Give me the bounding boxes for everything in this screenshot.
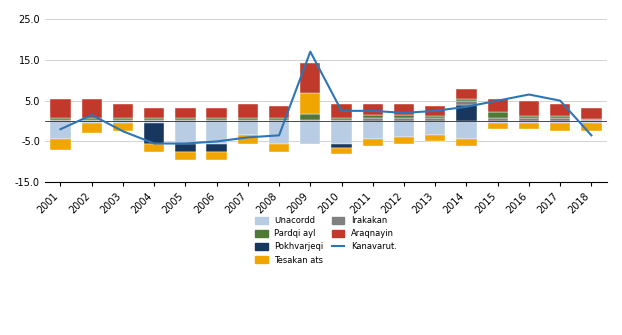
Bar <box>113 120 133 121</box>
Bar <box>457 102 476 105</box>
Bar <box>519 116 539 118</box>
Bar <box>300 114 320 120</box>
Bar <box>175 118 195 120</box>
Bar <box>488 123 508 129</box>
Bar <box>581 119 601 120</box>
Bar <box>238 135 258 143</box>
Bar <box>207 120 227 121</box>
Bar <box>81 121 102 123</box>
Bar <box>238 118 258 120</box>
Bar <box>457 139 476 145</box>
Bar <box>269 106 289 118</box>
Bar <box>144 108 164 118</box>
Bar <box>488 112 508 118</box>
Bar <box>175 108 195 118</box>
Bar <box>113 121 133 123</box>
Bar <box>425 116 445 118</box>
Bar <box>488 118 508 121</box>
Bar <box>488 121 508 123</box>
Bar <box>488 99 508 112</box>
Bar <box>144 123 164 143</box>
Bar <box>550 123 570 131</box>
Bar <box>113 118 133 120</box>
Bar <box>144 121 164 123</box>
Bar <box>207 143 227 152</box>
Bar <box>238 121 258 135</box>
Bar <box>332 143 351 148</box>
Bar <box>457 105 476 121</box>
Bar <box>519 102 539 116</box>
Bar <box>332 121 351 143</box>
Bar <box>394 137 414 143</box>
Bar <box>50 139 71 150</box>
Bar <box>425 135 445 141</box>
Bar <box>113 123 133 131</box>
Bar <box>81 99 102 118</box>
Bar <box>457 89 476 99</box>
Bar <box>175 121 195 143</box>
Bar <box>550 104 570 116</box>
Bar <box>50 121 71 139</box>
Bar <box>81 123 102 133</box>
Bar <box>207 121 227 143</box>
Bar <box>581 123 601 131</box>
Bar <box>363 118 383 121</box>
Bar <box>332 118 351 120</box>
Bar <box>581 109 601 119</box>
Legend: Մnacordd, Pardqi ayl, Pokhvarjeqi, Tesakan ats, Irakakan, Araqnayin, Kanavarut.: Մnacordd, Pardqi ayl, Pokhvarjeqi, Tesak… <box>252 213 400 268</box>
Bar <box>207 118 227 120</box>
Bar <box>207 108 227 118</box>
Bar <box>269 118 289 120</box>
Bar <box>363 139 383 145</box>
Bar <box>300 120 320 121</box>
Bar <box>394 115 414 118</box>
Bar <box>363 104 383 115</box>
Bar <box>269 120 289 121</box>
Bar <box>269 121 289 143</box>
Bar <box>175 152 195 160</box>
Bar <box>394 121 414 137</box>
Bar <box>144 118 164 120</box>
Bar <box>81 118 102 120</box>
Bar <box>300 63 320 93</box>
Bar <box>457 99 476 102</box>
Bar <box>457 121 476 139</box>
Bar <box>519 118 539 121</box>
Bar <box>425 118 445 121</box>
Bar <box>425 106 445 116</box>
Bar <box>113 104 133 118</box>
Bar <box>425 121 445 135</box>
Bar <box>550 116 570 118</box>
Bar <box>519 123 539 129</box>
Bar <box>394 118 414 121</box>
Bar <box>50 118 71 120</box>
Bar <box>238 120 258 121</box>
Bar <box>207 152 227 160</box>
Bar <box>332 104 351 118</box>
Bar <box>269 143 289 152</box>
Bar <box>238 104 258 118</box>
Bar <box>144 120 164 121</box>
Bar <box>363 121 383 139</box>
Bar <box>144 143 164 152</box>
Bar <box>50 120 71 121</box>
Bar <box>519 121 539 123</box>
Bar <box>332 148 351 154</box>
Bar <box>363 115 383 118</box>
Bar <box>300 121 320 143</box>
Bar <box>300 93 320 114</box>
Bar <box>175 120 195 121</box>
Bar <box>550 118 570 121</box>
Bar <box>50 99 71 118</box>
Bar <box>332 120 351 121</box>
Bar <box>581 120 601 121</box>
Bar <box>581 121 601 123</box>
Bar <box>175 143 195 152</box>
Bar <box>550 121 570 123</box>
Bar <box>394 104 414 115</box>
Bar <box>81 120 102 121</box>
